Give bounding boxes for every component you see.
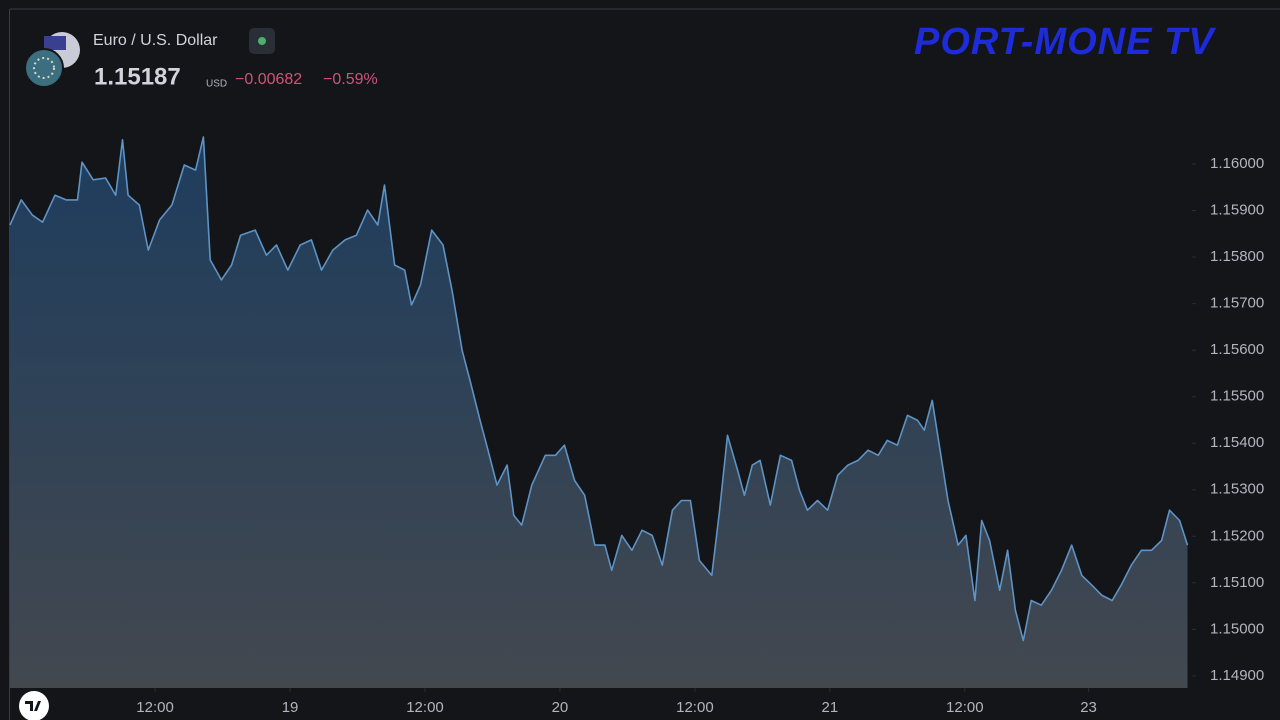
y-tick-label: 1.14900 (1210, 667, 1264, 684)
area-fill (10, 137, 1188, 688)
x-tick-label: 19 (282, 699, 299, 716)
price-line (9, 136, 1189, 642)
tv-badge-icon (25, 701, 41, 711)
tv-badge (19, 691, 49, 720)
y-tick-label: 1.15500 (1210, 388, 1264, 405)
x-tick-label: 12:00 (406, 699, 444, 716)
status-dot (258, 37, 266, 45)
usd-flag-canton (44, 36, 66, 50)
y-tick-label: 1.15000 (1210, 620, 1264, 637)
y-tick-label: 1.15400 (1210, 434, 1264, 451)
logo: PORT-MONE TV (914, 21, 1216, 63)
x-tick-label: 12:00 (946, 699, 984, 716)
y-tick-label: 1.15900 (1210, 202, 1264, 219)
tv-badge-circle (19, 691, 49, 720)
y-tick-label: 1.15700 (1210, 295, 1264, 312)
instrument: Euro / U.S. Dollar (93, 32, 218, 49)
price: 1.15187 (94, 63, 181, 90)
y-tick-label: 1.15800 (1210, 248, 1264, 265)
x-tick-label: 23 (1080, 699, 1097, 716)
y-tick-label: 1.15600 (1210, 341, 1264, 358)
header: Euro / U.S. Dollar 1.15187 USD −0.00682 … (24, 28, 378, 90)
x-tick-label: 21 (822, 699, 839, 716)
eur-stars (33, 57, 55, 79)
x-tick-label: 12:00 (676, 699, 714, 716)
y-tick-label: 1.15300 (1210, 481, 1264, 498)
y-tick-label: 1.15100 (1210, 574, 1264, 591)
change-percent: −0.59% (323, 71, 378, 88)
change: −0.00682 (235, 71, 302, 88)
y-tick-label: 1.15200 (1210, 527, 1264, 544)
x-tick-label: 12:00 (136, 699, 174, 716)
currency: USD (206, 79, 227, 90)
x-tick-label: 20 (552, 699, 569, 716)
eur-flag (24, 48, 64, 88)
y-tick-label: 1.16000 (1210, 155, 1264, 172)
plot: 1.14900 1.15000 1.15100 1.15200 1.15300 1.154… (9, 136, 1264, 716)
